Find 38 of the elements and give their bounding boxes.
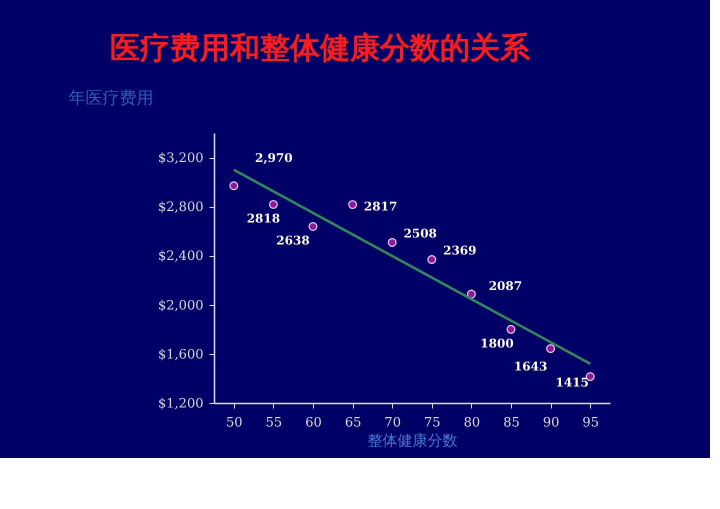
point bbox=[506, 324, 516, 334]
chart-title: 医疗费用和整体健康分数的关系 bbox=[110, 31, 531, 66]
data-label: 1800 bbox=[480, 336, 514, 350]
data-label: 2817 bbox=[364, 200, 398, 214]
point bbox=[427, 255, 436, 264]
y-tick-label: $1,200 bbox=[158, 396, 204, 412]
x-tick-label: 75 bbox=[424, 416, 441, 430]
x-tick-label: 70 bbox=[384, 416, 401, 430]
data-label: 1415 bbox=[555, 376, 589, 390]
x-tick-label: 60 bbox=[305, 416, 322, 430]
point bbox=[348, 200, 358, 210]
x-tick-label: 55 bbox=[266, 416, 282, 430]
data-label: 2508 bbox=[403, 226, 437, 240]
data-label: 2638 bbox=[276, 234, 310, 248]
y-tick-label: $3,200 bbox=[158, 151, 204, 166]
point bbox=[308, 222, 318, 231]
point bbox=[229, 181, 238, 190]
x-tick-label: 85 bbox=[503, 416, 520, 430]
y-tick-label: $2,800 bbox=[158, 200, 204, 216]
y-tick-label: $2,400 bbox=[158, 249, 204, 264]
point bbox=[388, 238, 397, 247]
x-axis-title: 整体健康分数 bbox=[368, 432, 458, 450]
data-label: 2369 bbox=[443, 244, 477, 258]
data-label: 2087 bbox=[488, 279, 522, 294]
point bbox=[546, 344, 556, 354]
data-label: 2818 bbox=[246, 211, 280, 226]
y-tick-label: $1,600 bbox=[158, 347, 204, 362]
x-tick-label: 90 bbox=[542, 416, 560, 430]
data-label: 1643 bbox=[514, 360, 548, 374]
x-tick-label: 50 bbox=[226, 416, 243, 430]
point bbox=[466, 290, 476, 299]
y-tick-label: $2,000 bbox=[158, 298, 204, 314]
x-tick-label: 65 bbox=[344, 416, 362, 430]
y-axis-title: 年医疗费用 bbox=[68, 88, 154, 108]
data-label: 2,970 bbox=[255, 150, 293, 165]
x-tick-label: 95 bbox=[582, 416, 599, 430]
x-tick-label: 80 bbox=[464, 416, 480, 430]
point bbox=[268, 200, 278, 209]
